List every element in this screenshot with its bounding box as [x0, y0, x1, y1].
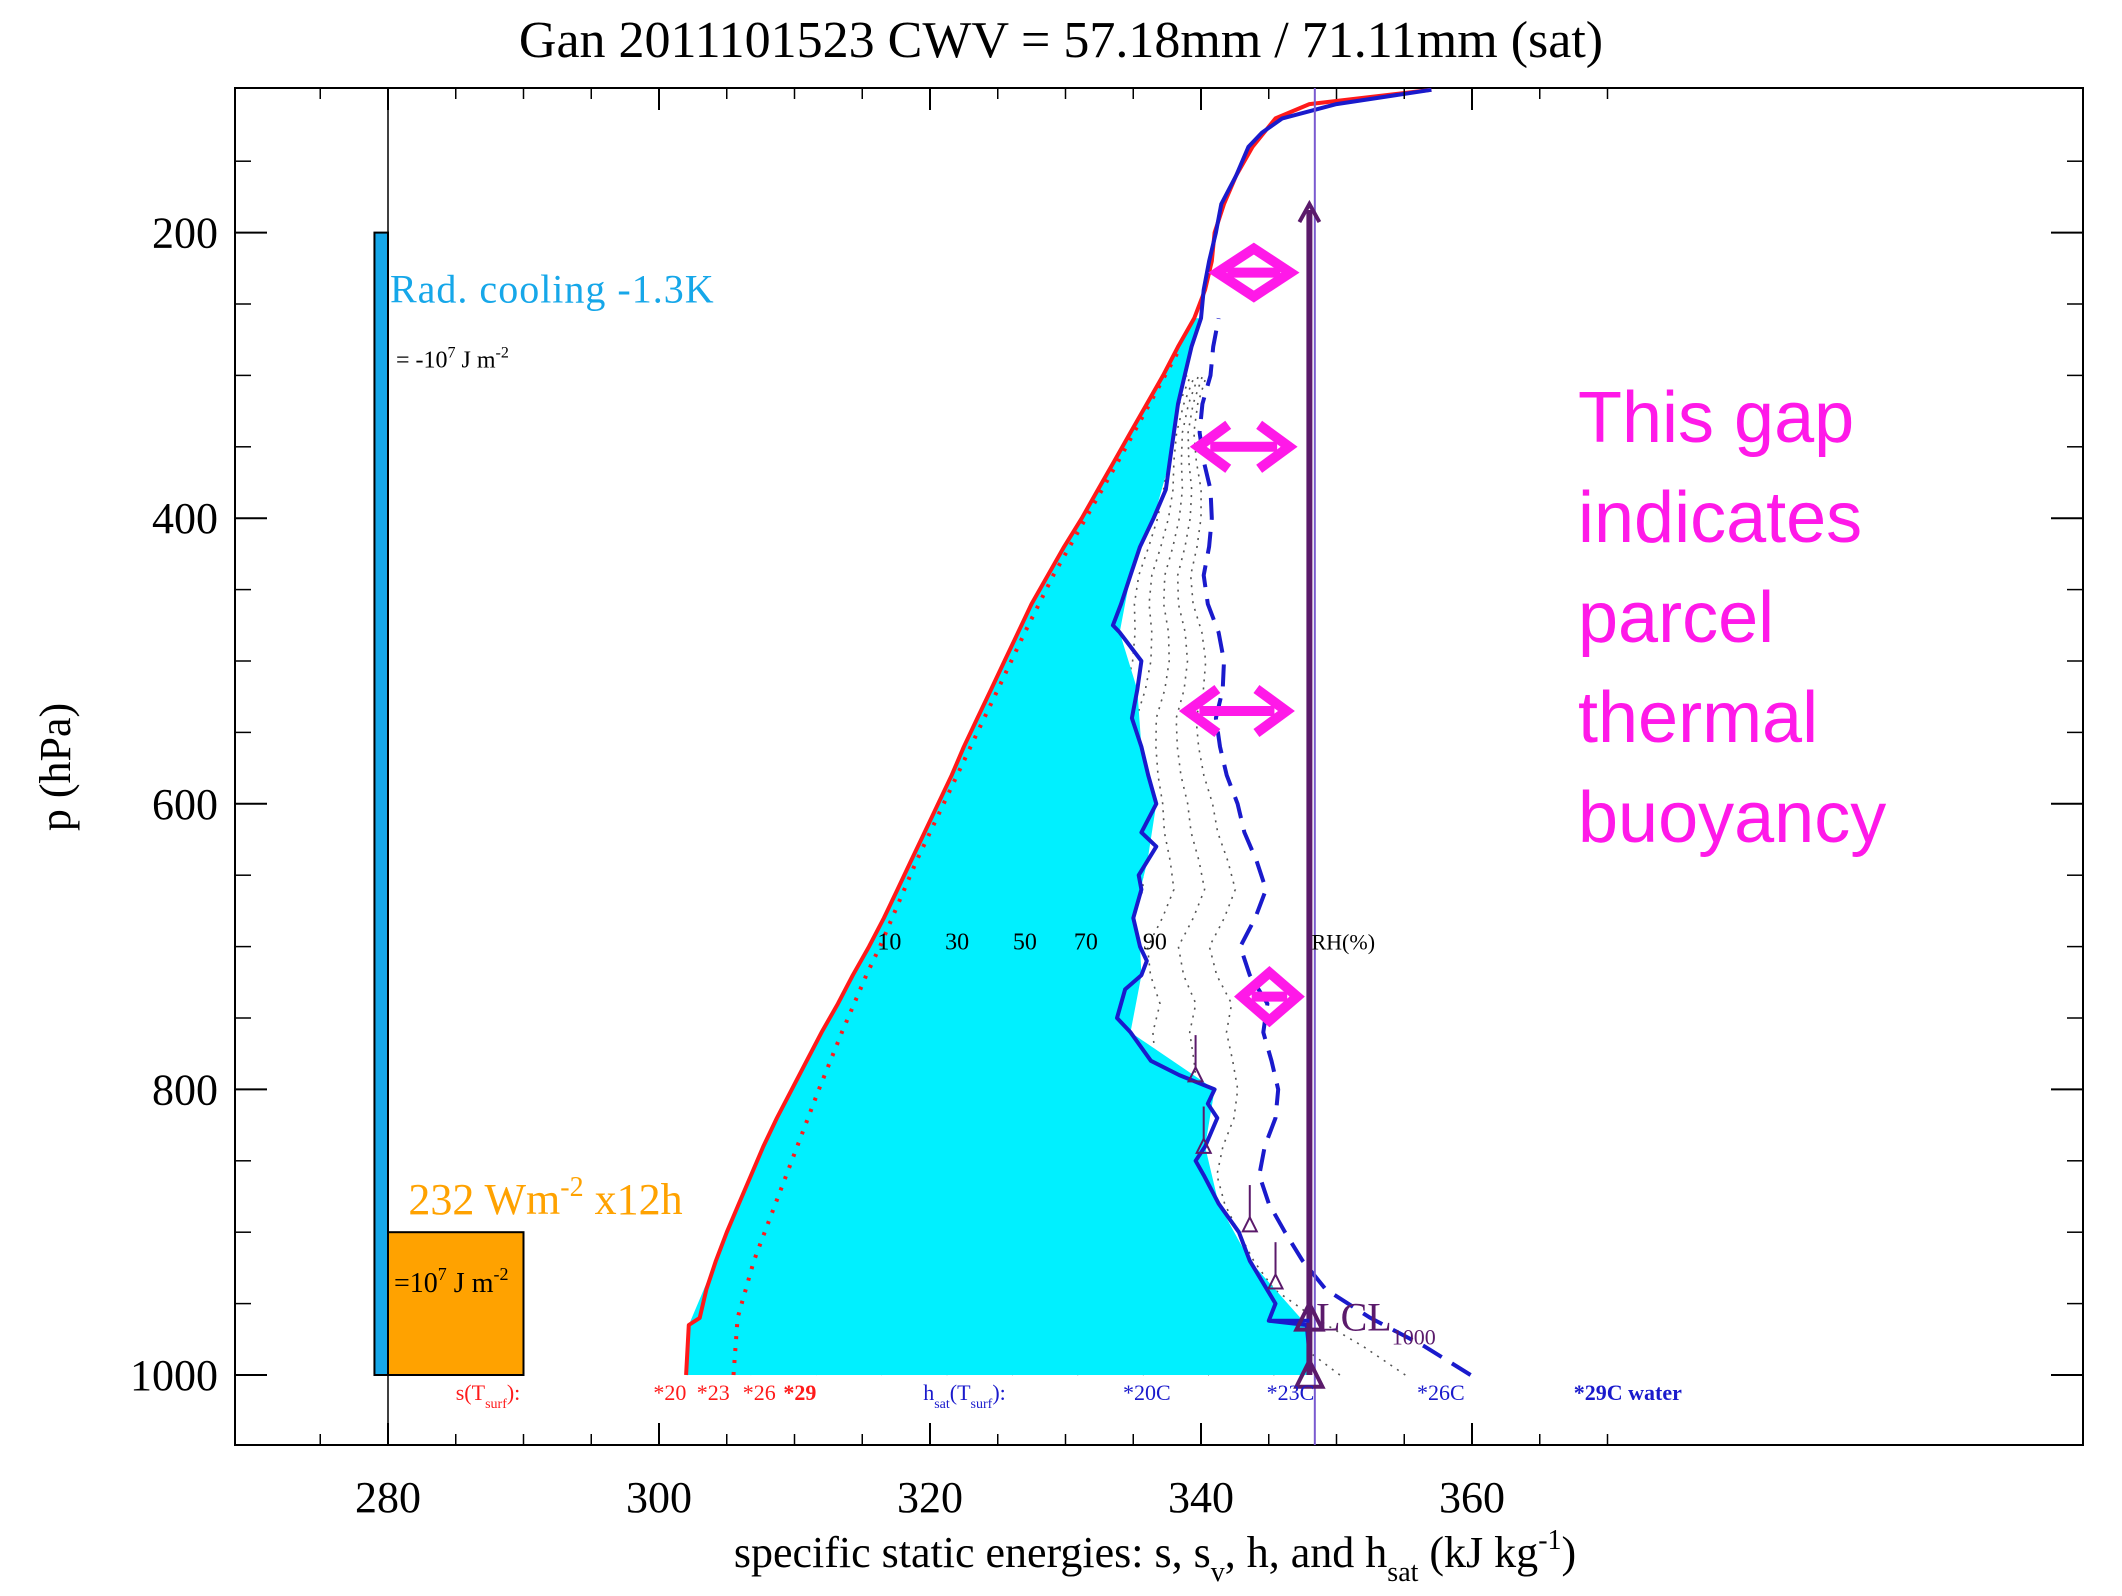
h-surf-label-part: surf — [971, 1397, 993, 1412]
s-surf-value: *23 — [697, 1380, 730, 1405]
parcel-arrow-head — [1297, 199, 1322, 224]
annotation-text-line: This gap — [1578, 378, 1854, 458]
x-tick-label: 340 — [1168, 1473, 1234, 1522]
parcel-markers — [1186, 1035, 1326, 1389]
rh-level-label: 70 — [1074, 929, 1098, 955]
h-surf-value: *20C — [1123, 1380, 1171, 1405]
gap-double-arrow-head-right — [1256, 420, 1298, 473]
series-lines — [684, 87, 1472, 1377]
h-surf-label-part: (T — [950, 1380, 971, 1405]
h-surf-label-part: ): — [992, 1380, 1005, 1405]
surface-flux-energy: =107 J m-2 — [394, 1264, 508, 1299]
x-axis-label-sub-sat: sat — [1387, 1557, 1418, 1588]
s-surf-label-part: surf — [485, 1397, 507, 1412]
rad-cooling-label: Rad. cooling -1.3K — [390, 267, 715, 312]
surface-flux-energy-part: =10 — [394, 1268, 438, 1299]
rh-level-label: 90 — [1143, 929, 1167, 955]
parcel-triangle-marker — [1241, 1215, 1259, 1233]
h-surf-label: hsat(Tsurf): — [923, 1380, 1006, 1412]
energy-bars — [373, 88, 525, 1445]
parcel-triangle-marker — [1195, 1136, 1213, 1154]
s-surf-label: s(Tsurf): — [456, 1380, 521, 1412]
x-tick-label: 300 — [626, 1473, 692, 1522]
s-surf-value: *20 — [653, 1380, 686, 1405]
annotation-text-line: parcel — [1578, 578, 1774, 658]
rad-cooling-energy-part: J m — [456, 348, 496, 374]
x-axis-label: specific static energies: s, sv, h, and … — [734, 1525, 1576, 1588]
h-surf-label-part: sat — [934, 1397, 950, 1412]
surface-flux-energy-part: J m — [447, 1268, 494, 1299]
x-tick-label: 360 — [1439, 1473, 1505, 1522]
annotation-text-line: buoyancy — [1578, 778, 1886, 858]
h-surf-value: *23C — [1267, 1380, 1315, 1405]
rad-cooling-energy-part: -2 — [496, 345, 509, 362]
surface-flux-label: 232 Wm-2 x12h — [408, 1172, 682, 1224]
chart-title: Gan 2011101523 CWV = 57.18mm / 71.11mm (… — [519, 12, 1603, 69]
lcl-label-sub: 1000 — [1392, 1325, 1436, 1350]
y-tick-label: 1000 — [130, 1351, 218, 1400]
rad-cooling-bar — [373, 231, 390, 1377]
y-axis-ticks: 200 400 600 800 1000 — [130, 160, 2083, 1400]
rh-unit-label: RH(%) — [1312, 929, 1376, 954]
h-surf-value: *26C — [1417, 1380, 1465, 1405]
parcel-triangle-marker — [1293, 1299, 1326, 1332]
rh-level-label: 30 — [945, 929, 969, 955]
rh-level-label: 10 — [877, 929, 901, 955]
x-axis-ticks: 280 300 320 340 360 — [319, 88, 1609, 1522]
parcel-triangle-marker — [1186, 1065, 1205, 1083]
s-surf-value: *26 — [743, 1380, 776, 1405]
parcel-triangle-marker — [1293, 1356, 1326, 1389]
x-tick-label: 320 — [897, 1473, 963, 1522]
gap-double-arrow-head-left — [1178, 684, 1221, 738]
s-surf-label-part: s(T — [456, 1380, 486, 1405]
chart-text-labels: 10 30 50 70 90 RH(%) Rad. cooling -1.3K = -107 … — [390, 267, 1886, 1412]
annotation-text-line: thermal — [1578, 678, 1818, 758]
y-tick-label: 600 — [152, 780, 218, 829]
gap-double-arrow-head-left — [1189, 420, 1232, 473]
series-line-h — [1110, 87, 1432, 1375]
rad-cooling-energy: = -107 J m-2 — [396, 345, 509, 374]
rh-contour-line — [1189, 375, 1406, 1376]
surface-flux-label-part: -2 — [560, 1172, 583, 1203]
surface-flux-label-part: x12h — [584, 1175, 683, 1224]
surface-flux-label-part: 232 Wm — [408, 1175, 560, 1224]
annotation-arrows — [1178, 242, 1305, 1028]
x-axis-label-sub-v: v — [1211, 1557, 1225, 1588]
s-surf-label-part: ): — [507, 1380, 520, 1405]
s-surf-value: *29 — [783, 1380, 816, 1405]
shaded-region — [686, 318, 1310, 1375]
rad-cooling-energy-part: 7 — [448, 345, 456, 362]
surface-flux-energy-part: -2 — [493, 1264, 508, 1284]
rh-contour-line — [1131, 375, 1276, 1376]
series-line-h-sat — [1197, 317, 1472, 1377]
series-line-s-v — [731, 345, 1183, 1376]
surface-flux-box — [387, 1231, 525, 1376]
h-surf-label-part: h — [923, 1380, 934, 1405]
plot-frame — [234, 87, 2084, 1446]
rh-level-label: 50 — [1013, 929, 1037, 955]
lcl-label: LCL1000 — [1316, 1295, 1436, 1350]
h-surf-value: *29C water — [1574, 1380, 1682, 1405]
rh-contour-line — [1046, 375, 1192, 1376]
rad-cooling-energy-part: = -10 — [396, 348, 448, 374]
x-axis-label-sup: -1 — [1538, 1525, 1561, 1556]
y-tick-label: 400 — [152, 494, 218, 543]
y-tick-label: 800 — [152, 1065, 218, 1114]
parcel-triangle-marker — [1266, 1272, 1285, 1290]
x-tick-label: 280 — [355, 1473, 421, 1522]
surface-flux-energy-part: 7 — [438, 1264, 447, 1284]
gap-double-arrow-head-right — [1253, 684, 1295, 738]
shaded-fill — [686, 318, 1310, 1375]
y-axis-label: p (hPa) — [31, 703, 80, 831]
gap-diamond-arrow — [1234, 965, 1305, 1028]
gap-diamond-arrow — [1208, 242, 1300, 303]
lcl-label-main: LCL — [1316, 1295, 1392, 1340]
annotation-text-line: indicates — [1578, 478, 1862, 558]
y-tick-label: 200 — [152, 209, 218, 258]
reference-lines — [1268, 88, 1322, 1445]
